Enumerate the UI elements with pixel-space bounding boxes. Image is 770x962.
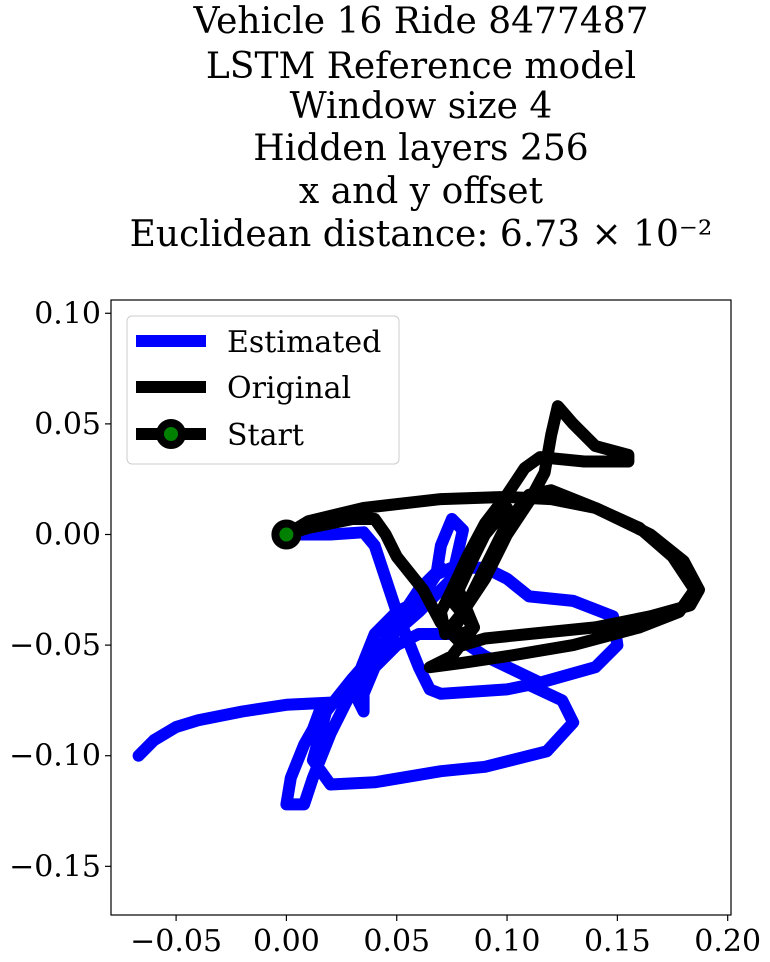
y-tick-label: 0.05 xyxy=(34,407,101,442)
x-tick-label: −0.05 xyxy=(130,924,222,959)
y-tick-label: −0.15 xyxy=(9,849,101,884)
x-tick-label: 0.20 xyxy=(694,924,761,959)
title-line: LSTM Reference model xyxy=(206,46,636,87)
x-tick-label: 0.05 xyxy=(363,924,430,959)
y-tick-label: −0.10 xyxy=(9,739,101,774)
legend-marker xyxy=(156,419,186,449)
y-axis: 0.10 0.05 0.00 −0.05 −0.10 −0.15 xyxy=(9,296,111,884)
y-tick-label: 0.10 xyxy=(34,296,101,331)
legend: Estimated Original Start xyxy=(126,315,400,465)
legend-label: Original xyxy=(227,371,351,406)
x-tick-label: 0.00 xyxy=(253,924,320,959)
title-line: Euclidean distance: 6.73 × 10⁻² xyxy=(130,214,713,255)
plot-area xyxy=(110,299,732,916)
x-axis: −0.05 0.00 0.05 0.10 0.15 0.20 xyxy=(130,915,761,959)
x-tick-label: 0.15 xyxy=(584,924,651,959)
start-marker xyxy=(271,519,302,550)
title-line: Hidden layers 256 xyxy=(253,128,588,169)
legend-label: Start xyxy=(227,418,304,453)
y-tick-label: −0.05 xyxy=(9,628,101,663)
title-line: x and y offset xyxy=(299,171,544,212)
plot-frame xyxy=(110,299,732,916)
x-tick-label: 0.10 xyxy=(474,924,541,959)
y-tick-label: 0.00 xyxy=(34,517,101,552)
legend-label: Estimated xyxy=(227,325,381,360)
series-layer xyxy=(132,400,705,811)
legend-box xyxy=(126,315,400,465)
title-line: Vehicle 16 Ride 8477487 xyxy=(192,1,648,42)
series-line-estimated xyxy=(132,513,624,811)
title-line: Window size 4 xyxy=(290,86,553,127)
series-line-original xyxy=(280,400,705,674)
